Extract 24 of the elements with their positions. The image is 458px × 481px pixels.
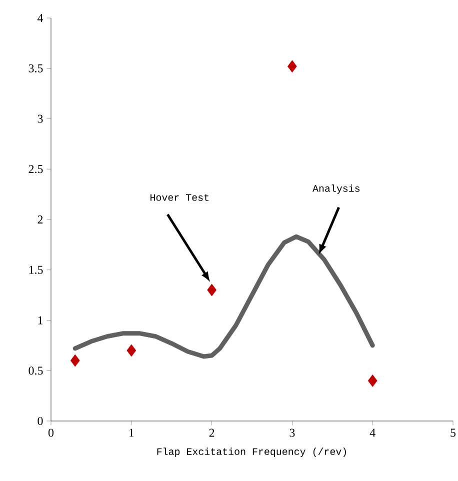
x-axis-title: Flap Excitation Frequency (/rev) xyxy=(157,448,346,457)
y-tick-label: 0.5 xyxy=(28,366,43,375)
y-tick-label: 2 xyxy=(38,216,43,224)
y-tick-label: 2.5 xyxy=(28,165,43,174)
x-tick-label: 3 xyxy=(290,428,295,437)
y-tick-label: 4 xyxy=(37,14,44,22)
point xyxy=(207,284,216,296)
point xyxy=(70,354,80,367)
x-tick-label: 4 xyxy=(370,428,376,437)
point xyxy=(288,60,297,73)
y-tick-label: 1 xyxy=(38,316,43,324)
y-tick-label: 3.5 xyxy=(28,64,43,72)
x-tick-label: 5 xyxy=(450,428,456,437)
x-tick-label: 0 xyxy=(48,428,54,437)
x-tick-label: 2 xyxy=(209,428,214,437)
point xyxy=(368,374,378,387)
point xyxy=(126,344,136,357)
annotation: Hover Test xyxy=(150,194,208,201)
y-tick-label: 1.5 xyxy=(29,266,43,274)
annotation: Analysis xyxy=(312,184,360,194)
x-tick-label: 1 xyxy=(129,428,134,437)
line-series xyxy=(72,234,375,359)
y-tick-label: 0 xyxy=(38,416,43,426)
y-tick-label: 3 xyxy=(38,114,43,123)
